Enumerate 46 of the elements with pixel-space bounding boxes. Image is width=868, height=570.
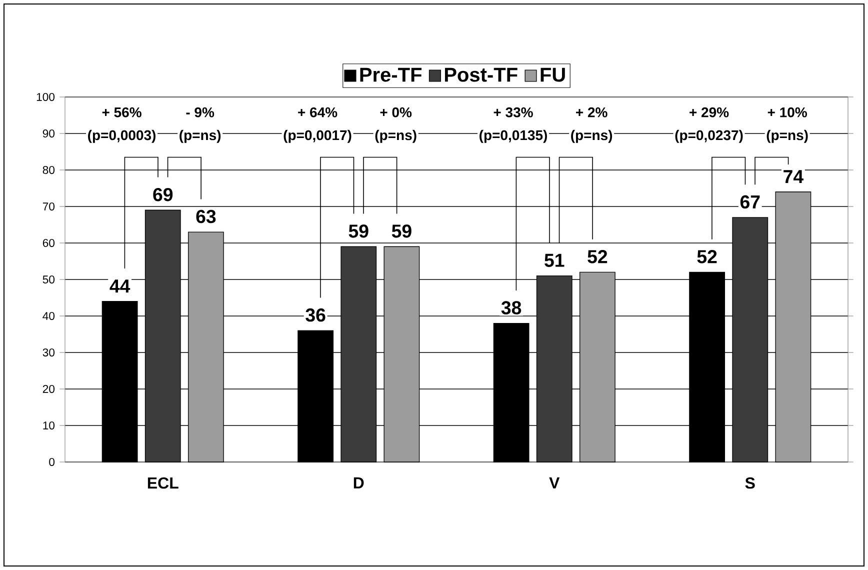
y-tick-label: 30 [42, 348, 55, 356]
data-label: 38 [501, 301, 522, 314]
annotation: - 9% [186, 107, 214, 118]
data-label: 51 [544, 254, 564, 267]
data-label: 59 [392, 224, 412, 238]
annotation: (p=ns) [766, 130, 808, 143]
annotation: + 64% [298, 107, 338, 118]
annotation: (p=0,0237) [675, 130, 743, 143]
x-tick-label: S [745, 477, 755, 489]
annotation: (p=0,0135) [480, 130, 547, 143]
annotation: + 2% [576, 107, 608, 118]
y-tick-label: 50 [42, 275, 55, 284]
y-tick-label: 20 [42, 384, 55, 393]
y-tick-label: 100 [36, 92, 55, 101]
y-tick-label: 80 [42, 166, 55, 174]
data-label: 44 [110, 280, 130, 292]
y-tick-label: 40 [42, 312, 55, 320]
annotation: + 33% [494, 107, 533, 118]
legend-label: FU [540, 68, 565, 82]
y-tick-label: 70 [42, 202, 55, 210]
y-tick-label: 0 [49, 458, 55, 466]
data-label: 69 [153, 188, 173, 202]
annotation: + 56% [102, 107, 142, 118]
annotation: (p=ns) [571, 130, 612, 143]
y-tick-label: 60 [42, 238, 55, 247]
data-label: 74 [784, 170, 804, 183]
data-label: 52 [588, 250, 608, 264]
annotation: (p=ns) [180, 130, 221, 143]
data-label: 52 [697, 250, 717, 264]
data-label: 59 [348, 224, 368, 238]
annotation: (p=ns) [375, 130, 416, 143]
x-tick-label: V [549, 477, 560, 488]
x-tick-label: ECL [148, 477, 178, 489]
legend-label: Pre-TF [360, 68, 422, 82]
legend-label: Post-TF [444, 68, 518, 82]
annotation: + 10% [768, 107, 807, 118]
y-tick-label: 10 [43, 421, 55, 430]
data-label: 67 [740, 195, 760, 209]
annotation: + 29% [690, 107, 729, 118]
annotation: + 0% [380, 107, 412, 118]
x-tick-label: D [354, 477, 364, 488]
annotation: (p=0,0003) [88, 130, 156, 143]
data-label: 63 [196, 210, 216, 224]
y-tick-label: 90 [42, 129, 55, 138]
data-label: 36 [306, 308, 326, 322]
annotation: (p=0,0017) [284, 130, 352, 143]
